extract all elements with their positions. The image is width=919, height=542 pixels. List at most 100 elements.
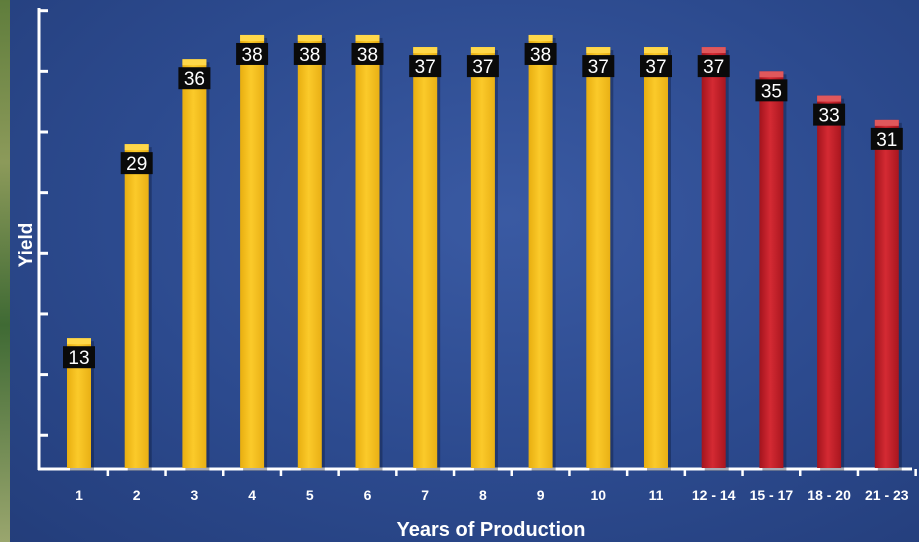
bar-cap — [586, 47, 611, 54]
x-tick-label: 3 — [191, 487, 199, 503]
x-tick-label: 12 - 14 — [692, 487, 736, 503]
data-label-box — [63, 346, 95, 369]
bar-body — [528, 34, 553, 469]
data-label-text: 29 — [126, 154, 147, 175]
bar — [701, 47, 729, 472]
bar-cap — [701, 47, 726, 54]
x-tick-label: 2 — [133, 487, 141, 503]
data-label-box — [697, 55, 730, 78]
bar — [586, 47, 614, 472]
bar-cap — [528, 34, 553, 41]
data-label-box — [236, 42, 269, 65]
bar-body — [240, 34, 265, 469]
data-label-box — [870, 127, 903, 150]
bar-body — [124, 144, 149, 468]
bar-cap — [297, 34, 322, 41]
data-label-text: 38 — [530, 45, 551, 66]
bar-cap — [182, 59, 207, 66]
data-label-box — [409, 55, 442, 78]
data-label-text: 37 — [415, 57, 436, 78]
data-label-text: 37 — [588, 57, 609, 78]
data-label: 36 — [178, 67, 211, 90]
bar — [413, 47, 441, 472]
data-label-text: 33 — [819, 106, 840, 127]
bar-cap — [67, 338, 91, 345]
x-tick-label: 9 — [537, 487, 545, 503]
x-tick-label: 6 — [364, 487, 372, 503]
data-label-text: 38 — [299, 45, 320, 66]
data-label: 31 — [870, 127, 903, 151]
data-label: 29 — [120, 152, 153, 175]
bar — [297, 34, 325, 472]
data-labels-group: 13 29 36 38 38 38 37 37 38 37 37 37 35 33 31 — [63, 42, 903, 369]
photo-edge-strip — [0, 0, 10, 542]
data-label: 38 — [236, 42, 269, 66]
x-tick-labels-group: 1 2 3 4 5 6 7 8 9 10 11 12 - 14 15 - 17 18 - 20 21 - 2… — [75, 487, 909, 503]
data-label: 37 — [640, 55, 672, 78]
data-label-box — [640, 55, 672, 78]
bar — [355, 34, 383, 472]
data-label: 33 — [813, 103, 846, 127]
data-label: 35 — [755, 79, 788, 102]
data-label-text: 37 — [703, 57, 724, 78]
data-label-text: 31 — [876, 130, 897, 151]
data-label-box — [293, 42, 326, 65]
bar-cap — [644, 47, 668, 54]
bar-cap — [817, 95, 842, 102]
bar-body — [701, 47, 726, 469]
x-tick-label: 11 — [649, 487, 664, 503]
data-label: 37 — [697, 55, 730, 78]
bar-body — [355, 34, 380, 469]
bar — [817, 95, 845, 471]
bar-body — [644, 47, 668, 469]
data-label: 13 — [63, 346, 95, 369]
data-label: 38 — [293, 42, 326, 66]
bar-body — [297, 34, 322, 469]
bar — [470, 47, 498, 472]
x-tick-label: 10 — [591, 487, 607, 503]
bar-cap — [240, 34, 265, 41]
bar — [528, 34, 556, 472]
bar-cap — [470, 47, 495, 54]
data-label: 37 — [409, 55, 442, 78]
bar-body — [413, 47, 438, 469]
x-tick-label: 15 - 17 — [750, 487, 794, 503]
y-axis-label: Yield — [16, 223, 37, 268]
bar-body — [759, 71, 784, 468]
x-tick-label: 7 — [421, 487, 429, 503]
bar-cap — [124, 144, 149, 151]
bar-body — [586, 47, 611, 469]
data-label-box — [351, 42, 384, 65]
x-tick-label: 4 — [248, 487, 256, 503]
x-tick-label: 5 — [306, 487, 314, 503]
x-ticks-group — [106, 469, 917, 476]
bar-cap — [355, 34, 380, 41]
data-label-text: 13 — [68, 348, 89, 369]
y-ticks-group — [39, 9, 48, 437]
bar-body — [470, 47, 495, 469]
axes-group — [37, 8, 912, 471]
bar-body — [182, 59, 207, 469]
data-label-box — [813, 103, 846, 126]
bar-body — [817, 95, 842, 468]
data-label-box — [524, 42, 557, 65]
bar-cap — [874, 119, 899, 126]
data-label: 38 — [351, 42, 384, 66]
bar — [874, 119, 902, 471]
data-label-box — [755, 79, 788, 102]
x-tick-label: 1 — [75, 487, 83, 503]
bar — [124, 144, 152, 471]
data-label-text: 37 — [472, 57, 493, 78]
data-label-text: 38 — [242, 45, 263, 66]
data-label-text: 36 — [184, 69, 205, 90]
data-label: 37 — [582, 55, 615, 78]
data-label: 38 — [524, 42, 557, 66]
bar — [759, 71, 787, 471]
data-label-box — [466, 55, 499, 78]
x-tick-label: 18 - 20 — [807, 487, 851, 503]
x-tick-label: 8 — [479, 487, 487, 503]
bar — [644, 47, 671, 472]
data-label: 37 — [466, 55, 499, 78]
